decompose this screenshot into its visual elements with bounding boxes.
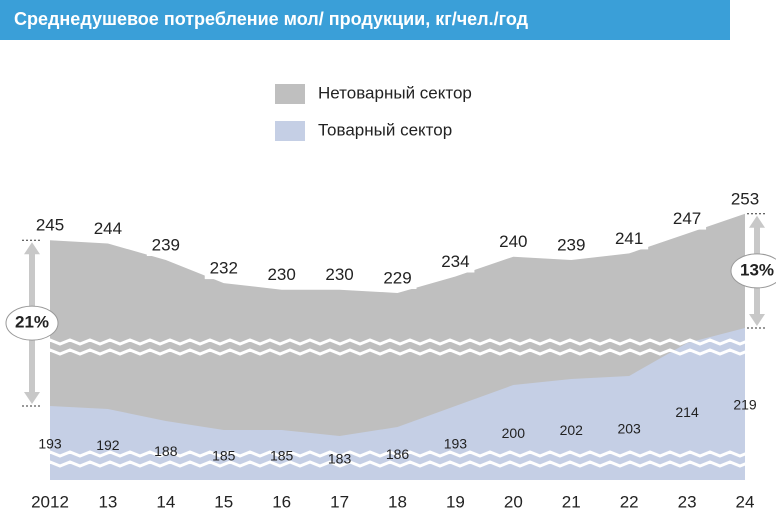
x-tick-label: 14: [156, 492, 175, 511]
data-label: 193: [38, 436, 62, 452]
label-bg: [146, 236, 185, 256]
label-bg: [494, 232, 533, 253]
chart-title: Среднедушевое потребление мол/ продукции…: [14, 9, 529, 29]
label-bg: [204, 259, 243, 280]
x-tick-label: 21: [562, 492, 581, 511]
label-bg: [320, 265, 359, 286]
data-label: 185: [212, 448, 236, 464]
axis-break: [0, 460, 776, 468]
label-bg: [668, 209, 707, 230]
label-bg: [436, 252, 475, 273]
data-label: 229: [383, 268, 411, 287]
badge: [5, 305, 59, 341]
legend-swatch: [275, 84, 305, 104]
data-label: 230: [325, 265, 353, 284]
area: [50, 328, 745, 480]
badge: [730, 253, 776, 289]
x-tick-label: 22: [620, 492, 639, 511]
x-tick-label: 13: [98, 492, 117, 511]
label-bg: [31, 216, 69, 237]
x-tick-label: 15: [214, 492, 233, 511]
label-bg: [378, 269, 417, 289]
axis-break: [0, 348, 776, 356]
label-bg: [610, 229, 649, 250]
data-label: 186: [386, 446, 410, 462]
data-label: 245: [36, 216, 64, 235]
x-tick-label: 24: [736, 492, 755, 511]
data-label: 192: [96, 437, 120, 453]
legend-label: Нетоварный сектор: [318, 83, 472, 102]
annotation: 13%: [740, 260, 774, 279]
x-tick-label: 2012: [31, 492, 69, 511]
arrow-head: [749, 314, 765, 326]
x-tick-label: 18: [388, 492, 407, 511]
data-label: 202: [560, 422, 584, 438]
arrow-head: [749, 215, 765, 228]
data-label: 183: [328, 451, 352, 467]
annotation: 21%: [15, 313, 49, 332]
label-bg: [88, 219, 127, 240]
data-label: 219: [733, 397, 757, 413]
x-tick-label: 23: [678, 492, 697, 511]
arrow-head: [24, 392, 40, 404]
data-label: 232: [210, 259, 238, 278]
label-bg: [262, 265, 301, 286]
data-label: 188: [154, 443, 178, 459]
axis-break: [0, 338, 776, 346]
label-bg: [552, 236, 591, 256]
x-tick-label: 19: [446, 492, 465, 511]
data-label: 244: [94, 219, 122, 238]
data-label: 241: [615, 229, 643, 248]
x-tick-label: 17: [330, 492, 349, 511]
data-label: 253: [731, 189, 759, 208]
label-bg: [726, 189, 764, 210]
data-label: 200: [502, 425, 526, 441]
data-label: 230: [267, 265, 295, 284]
axis-break: [0, 450, 776, 458]
legend-label: Товарный сектор: [318, 120, 452, 139]
x-tick-label: 20: [504, 492, 523, 511]
title-bar: Среднедушевое потребление мол/ продукции…: [0, 0, 730, 40]
data-label: 214: [675, 404, 699, 420]
data-label: 239: [557, 235, 585, 254]
data-label: 193: [444, 436, 468, 452]
data-label: 239: [152, 235, 180, 254]
legend-swatch: [275, 121, 305, 141]
data-label: 185: [270, 448, 294, 464]
x-tick-label: 16: [272, 492, 291, 511]
data-label: 234: [441, 252, 469, 271]
data-label: 240: [499, 232, 527, 251]
arrow-head: [24, 242, 40, 255]
data-label: 203: [617, 421, 641, 437]
data-label: 247: [673, 209, 701, 228]
